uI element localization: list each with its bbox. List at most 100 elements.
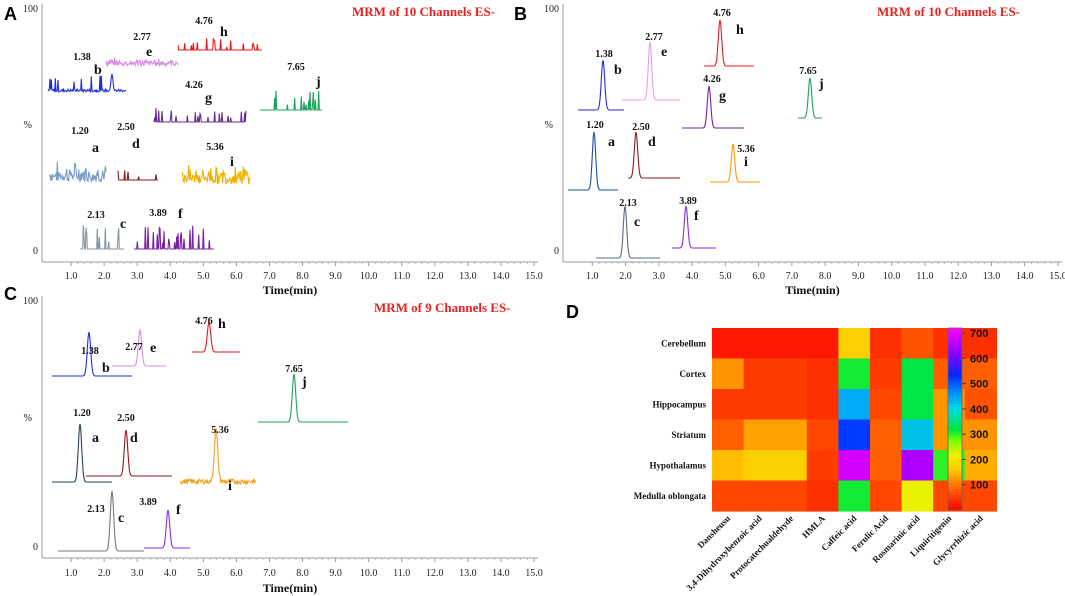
- trace-i: [181, 164, 251, 185]
- y-tick-label: 0: [554, 246, 559, 257]
- heatmap-row-label: Medulla oblongata: [634, 491, 707, 501]
- colorbar-segment: [948, 412, 962, 417]
- heatmap-cell: [775, 419, 808, 451]
- retention-time-label: 3.89: [149, 208, 167, 219]
- retention-time-label: 4.26: [185, 80, 203, 91]
- trace-f: [144, 509, 190, 549]
- compound-letter: c: [118, 511, 124, 526]
- colorbar-tick-label: 700: [970, 328, 988, 340]
- retention-time-label: 7.65: [799, 66, 817, 77]
- heatmap-cell: [712, 480, 745, 512]
- colorbar-tick-label: 600: [970, 353, 988, 365]
- panel-letter: B: [514, 4, 527, 24]
- panel-letter: D: [566, 302, 579, 322]
- heatmap-cell: [838, 480, 871, 512]
- heatmap-cell: [743, 419, 776, 451]
- colorbar-segment: [948, 440, 962, 444]
- x-tick-label: 12.0: [426, 271, 444, 282]
- retention-time-label: 2.50: [117, 413, 135, 424]
- colorbar-segment: [948, 425, 962, 429]
- x-tick-label: 9.0: [852, 271, 865, 282]
- colorbar-segment: [948, 497, 962, 502]
- x-tick-label: 15.0: [525, 568, 543, 579]
- heatmap-cell: [806, 358, 839, 390]
- compound-letter: f: [694, 209, 699, 224]
- heatmap-cell: [806, 328, 839, 360]
- heatmap-cell: [712, 450, 745, 482]
- trace-b: [47, 73, 127, 94]
- compound-letter: b: [94, 63, 102, 78]
- colorbar-segment: [948, 428, 962, 432]
- heatmap-row-label: Hippocampus: [652, 399, 706, 409]
- x-tick-label: 13.0: [459, 271, 477, 282]
- compound-letter: f: [178, 207, 183, 222]
- colorbar-segment: [948, 458, 962, 463]
- retention-time-label: 2.77: [133, 32, 151, 43]
- colorbar-segment: [948, 352, 962, 356]
- colorbar-segment: [948, 473, 962, 478]
- trace-i: [710, 144, 760, 183]
- heatmap-cell: [964, 450, 997, 482]
- heatmap-cell: [743, 389, 776, 421]
- trace-g: [153, 108, 247, 123]
- colorbar-segment: [948, 464, 962, 469]
- heatmap-cell: [806, 480, 839, 512]
- heatmap-cell: [870, 419, 903, 451]
- retention-time-label: 4.76: [713, 8, 731, 19]
- x-tick-label: 6.0: [230, 568, 243, 579]
- trace-b: [52, 332, 132, 377]
- heatmap-cell: [901, 450, 934, 482]
- trace-j: [798, 77, 822, 119]
- panel-b: B MRM of 10 Channels ES- 100 0% 1.0 2.0 3.0 4.0…: [514, 4, 1065, 297]
- colorbar-segment: [948, 358, 962, 362]
- heatmap-cell: [712, 328, 745, 360]
- y-tick-label: 100: [544, 4, 559, 15]
- colorbar-tick-label: 400: [970, 404, 988, 416]
- x-tick-label: 6.0: [230, 271, 243, 282]
- colorbar-segment: [948, 379, 962, 384]
- colorbar-segment: [948, 485, 962, 490]
- x-tick-label: 8.0: [296, 271, 309, 282]
- compound-letter: b: [614, 63, 622, 78]
- colorbar-segment: [948, 434, 962, 438]
- colorbar-segment: [948, 488, 962, 493]
- heatmap-cell: [838, 450, 871, 482]
- compound-letter: c: [120, 217, 126, 232]
- trace-a: [568, 131, 618, 191]
- retention-time-label: 2.77: [645, 32, 663, 43]
- compound-letter: j: [301, 375, 307, 390]
- colorbar-segment: [948, 443, 962, 447]
- retention-time-label: 2.50: [117, 122, 135, 133]
- colorbar-segment: [948, 409, 962, 414]
- trace-d: [628, 131, 680, 179]
- compound-letter: j: [315, 75, 321, 90]
- heatmap-cell: [870, 389, 903, 421]
- compound-letter: a: [608, 135, 615, 150]
- panel-c: C MRM of 9 Channels ES- 100 0% 1.0 2.0 3.0 4.0 5…: [4, 284, 543, 595]
- colorbar-segment: [948, 446, 962, 450]
- x-tick-label: 12.0: [949, 271, 967, 282]
- x-tick-label: 5.0: [197, 271, 210, 282]
- x-tick-label: 5.0: [719, 271, 732, 282]
- trace-c: [80, 225, 124, 250]
- y-tick-label: 0: [33, 542, 38, 553]
- heatmap-cell: [964, 480, 997, 512]
- compound-letter: g: [719, 89, 726, 104]
- retention-time-label: 2.13: [87, 504, 105, 515]
- compound-letter: d: [132, 137, 140, 152]
- x-tick-label: 13.0: [459, 568, 477, 579]
- heatmap-cell: [775, 328, 808, 360]
- heatmap-cell: [870, 480, 903, 512]
- trace-a: [49, 161, 107, 184]
- heatmap-cell: [870, 450, 903, 482]
- x-tick-label: 13.0: [983, 271, 1001, 282]
- x-tick-label: 7.0: [786, 271, 799, 282]
- x-tick-label: 9.0: [329, 271, 342, 282]
- x-tick-label: 8.0: [819, 271, 832, 282]
- colorbar-segment: [948, 328, 962, 332]
- panel-d: D Cerebellum Cortex Hippocampus Striatum Hypo…: [566, 302, 997, 593]
- x-tick-label: 4.0: [686, 271, 699, 282]
- x-tick-label: 4.0: [164, 568, 177, 579]
- heatmap-cell: [964, 419, 997, 451]
- heatmap-cell: [901, 480, 934, 512]
